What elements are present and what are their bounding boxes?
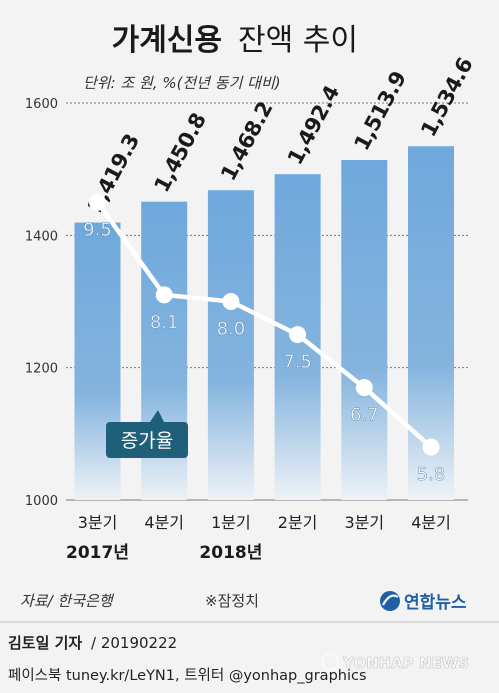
growth-line xyxy=(95,200,434,450)
y-tick-label: 1400 xyxy=(25,229,58,244)
legend-label: 증가율 xyxy=(121,430,173,452)
bar xyxy=(207,190,254,500)
growth-point xyxy=(355,379,373,397)
x-axis-ticks: 3분기 4분기 1분기 2분기 3분기 4분기 2017년 2018년 xyxy=(66,513,451,563)
x-tick-label: 1분기 xyxy=(211,513,251,532)
chart-title-bold: 가계신용 xyxy=(112,23,222,58)
bar xyxy=(341,159,388,501)
provisional-note: ※잠정치 xyxy=(205,592,259,610)
reporter-name: 김토일 기자 xyxy=(8,634,82,652)
y-tick-label: 1600 xyxy=(25,97,58,112)
growth-point xyxy=(155,286,173,304)
growth-value-label: 8.1 xyxy=(150,312,179,333)
logo-swoosh xyxy=(382,594,399,606)
growth-value-label: 9.5 xyxy=(83,219,112,240)
bar-value-label: 1,513.9 xyxy=(350,68,411,155)
y-tick-label: 1000 xyxy=(25,494,58,509)
sns-line: 페이스북 tuney.kr/LeYN1, 트위터 @yonhap_graphic… xyxy=(8,667,367,684)
bar-value-label: 1,450.8 xyxy=(149,109,210,196)
x-year-label: 2018년 xyxy=(199,543,262,563)
x-tick-label: 2분기 xyxy=(278,513,318,532)
logo-icon xyxy=(380,591,400,611)
legend-pointer xyxy=(150,410,164,422)
x-year-label: 2017년 xyxy=(66,543,129,563)
chart-title-rest: 잔액 추이 xyxy=(238,23,358,58)
publish-date: / 20190222 xyxy=(91,634,177,652)
growth-value-label: 5.8 xyxy=(417,464,446,485)
growth-point xyxy=(222,293,240,310)
watermark-logo-icon xyxy=(320,652,340,672)
growth-value-label: 6.7 xyxy=(350,405,379,426)
reporter-line: 김토일 기자 / 20190222 xyxy=(8,634,177,652)
bar-value-label: 1,492.4 xyxy=(283,82,344,169)
growth-rate-line: 9.5 8.1 8.0 7.5 6.7 5.8 xyxy=(83,193,446,485)
y-tick-label: 1200 xyxy=(25,362,58,377)
yonhap-logo: 연합뉴스 xyxy=(380,591,467,613)
bar xyxy=(74,222,121,500)
growth-point xyxy=(289,326,307,344)
watermark: YONHAP NEWS xyxy=(320,652,469,672)
bar-value-label: 1,534.6 xyxy=(416,54,477,141)
legend-box xyxy=(106,422,188,458)
x-tick-label: 3분기 xyxy=(78,513,118,532)
growth-value-label: 8.0 xyxy=(217,319,246,340)
growth-point xyxy=(422,438,440,456)
growth-point xyxy=(89,193,106,211)
x-tick-label: 4분기 xyxy=(411,513,451,532)
source-note: 자료/ 한국은행 xyxy=(20,592,115,610)
x-tick-label: 4분기 xyxy=(144,513,184,532)
legend-callout: 증가율 xyxy=(106,410,188,458)
y-axis-ticks: 1000 1200 1400 1600 xyxy=(25,97,58,509)
watermark-text: YONHAP NEWS xyxy=(342,654,469,672)
logo-text: 연합뉴스 xyxy=(404,592,467,613)
unit-note: 단위: 조 원, %(전년 동기 대비) xyxy=(83,74,281,92)
grid-lines xyxy=(66,102,468,501)
x-tick-label: 3분기 xyxy=(344,513,384,532)
growth-value-label: 7.5 xyxy=(283,352,312,373)
bar-value-label: 1,468.2 xyxy=(216,98,277,185)
